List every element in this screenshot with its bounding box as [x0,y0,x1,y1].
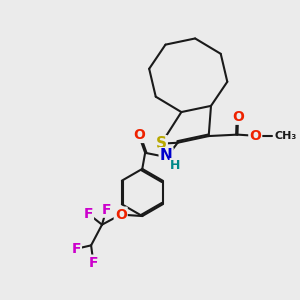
Text: O: O [249,129,261,143]
Text: N: N [160,148,172,163]
Text: F: F [71,242,81,256]
Text: O: O [232,110,244,124]
Text: O: O [115,208,127,222]
Text: F: F [83,207,93,221]
Text: F: F [88,256,98,270]
Text: F: F [102,203,111,217]
Text: O: O [133,128,145,142]
Text: S: S [156,136,167,151]
Text: H: H [170,159,181,172]
Text: CH₃: CH₃ [274,131,296,141]
